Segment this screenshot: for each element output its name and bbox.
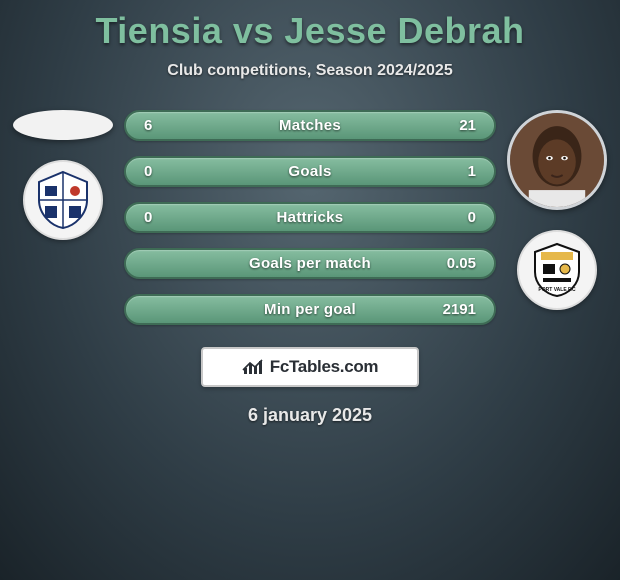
stat-row-gpm: Goals per match 0.05 (124, 248, 496, 279)
stat-label: Goals per match (249, 255, 371, 272)
stat-right-value: 0.05 (447, 255, 476, 272)
comparison-content: 6 Matches 21 0 Goals 1 0 Hattricks 0 Goa… (0, 110, 620, 325)
stat-row-hattricks: 0 Hattricks 0 (124, 202, 496, 233)
stat-left-value: 6 (144, 117, 152, 134)
page-title: Tiensia vs Jesse Debrah (0, 0, 620, 52)
stat-row-mpg: Min per goal 2191 (124, 294, 496, 325)
stat-label: Hattricks (277, 209, 344, 226)
chart-icon (242, 358, 264, 376)
stats-bars: 6 Matches 21 0 Goals 1 0 Hattricks 0 Goa… (118, 110, 502, 325)
stat-left-value: 0 (144, 209, 152, 226)
left-player-column (8, 110, 118, 240)
stat-right-value: 2191 (443, 301, 476, 318)
stat-right-value: 21 (459, 117, 476, 134)
player-face-icon (510, 110, 604, 210)
brand-label: FcTables.com (270, 357, 379, 377)
stat-row-goals: 0 Goals 1 (124, 156, 496, 187)
stat-right-value: 0 (468, 209, 476, 226)
left-player-avatar (13, 110, 113, 140)
subtitle: Club competitions, Season 2024/2025 (0, 62, 620, 80)
stat-left-value: 0 (144, 163, 152, 180)
stat-right-value: 1 (468, 163, 476, 180)
stat-row-matches: 6 Matches 21 (124, 110, 496, 141)
barrow-crest-icon (31, 168, 95, 232)
stat-label: Goals (288, 163, 331, 180)
right-player-column: PORT VALE F.C (502, 110, 612, 310)
svg-text:PORT VALE F.C: PORT VALE F.C (538, 287, 576, 293)
portvale-crest-icon: PORT VALE F.C (525, 238, 589, 302)
brand-box[interactable]: FcTables.com (201, 347, 419, 387)
stat-label: Matches (279, 117, 341, 134)
right-player-avatar (507, 110, 607, 210)
right-club-crest: PORT VALE F.C (517, 230, 597, 310)
left-club-crest (23, 160, 103, 240)
date-label: 6 january 2025 (0, 405, 620, 426)
stat-label: Min per goal (264, 301, 356, 318)
